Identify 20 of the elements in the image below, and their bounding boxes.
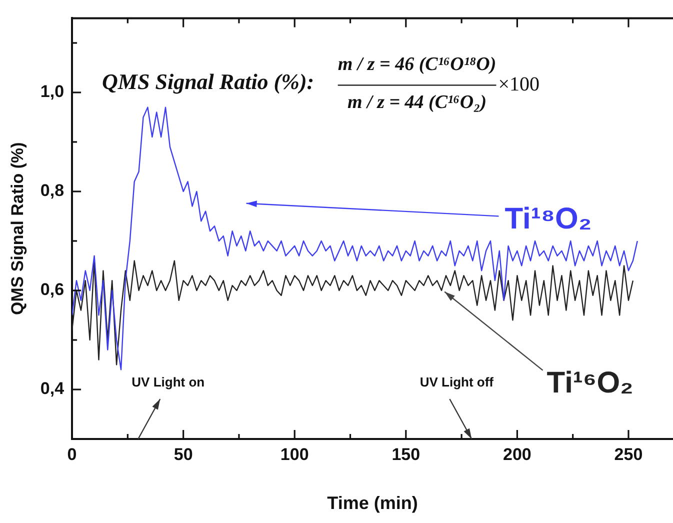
x-axis-title: Time (min) (327, 493, 418, 514)
series-label: Ti¹⁶O₂ (546, 366, 634, 400)
annotation: UV Light on (132, 374, 205, 390)
annotation: QMS Signal Ratio (%): (102, 68, 314, 94)
x-tick-label: 100 (280, 444, 309, 464)
y-tick-label: 0,4 (40, 379, 65, 398)
y-axis-title: QMS Signal Ratio (%) (8, 142, 27, 316)
y-tick-label: 0,8 (40, 181, 64, 200)
x-tick-label: 200 (503, 444, 532, 464)
x-tick-label: 250 (614, 444, 643, 464)
y-tick-label: 1,0 (40, 82, 64, 102)
series-label: Ti¹⁸O₂ (504, 202, 592, 236)
annotation: ×100 (498, 73, 540, 96)
annotation: m / z = 46 (C¹⁶O¹⁸O) (338, 54, 496, 76)
x-tick-label: 150 (392, 444, 420, 464)
y-tick-label: 0,6 (40, 280, 64, 300)
annotation: UV Light off (420, 374, 494, 390)
x-tick-label: 0 (67, 444, 77, 464)
x-tick-label: 50 (174, 444, 193, 464)
annotation: m / z = 44 (C¹⁶O₂) (348, 92, 487, 114)
